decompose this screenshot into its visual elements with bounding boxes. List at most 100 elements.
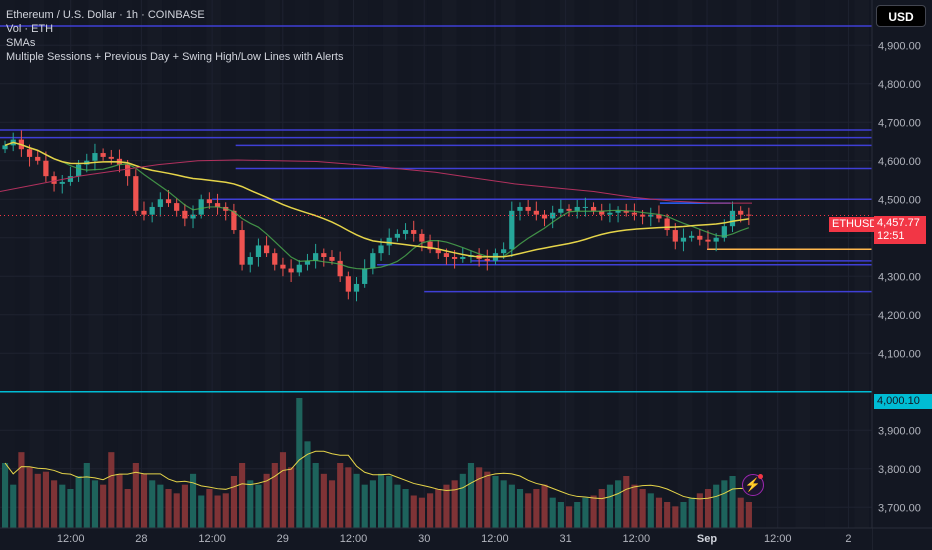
volume-bar [688, 497, 695, 528]
volume-bar [615, 480, 622, 528]
candle-body [689, 235, 695, 238]
volume-bar [492, 476, 499, 528]
candle-body [533, 210, 539, 215]
volume-bar [508, 484, 515, 528]
volume-bar [402, 489, 409, 528]
candle-body [313, 253, 319, 261]
candle-body [321, 253, 327, 257]
volume-bar [590, 495, 597, 528]
session-band [58, 0, 74, 528]
volume-bar [312, 463, 319, 528]
volume-bar [51, 480, 58, 528]
sessions-indicator-label[interactable]: Multiple Sessions + Previous Day + Swing… [6, 51, 344, 63]
volume-bar [443, 484, 450, 528]
session-band [206, 0, 221, 528]
volume-bar [239, 463, 246, 528]
volume-bar [525, 493, 532, 528]
candle-body [501, 249, 507, 254]
candle-body [190, 214, 196, 219]
volume-bar [345, 467, 352, 528]
volume-bar [655, 497, 663, 528]
volume-bar [418, 497, 425, 528]
volume-bar [729, 476, 736, 528]
volume-bar [83, 463, 90, 528]
volume-bar [737, 497, 744, 528]
volume-bar [288, 467, 295, 528]
price-tick-label: 4,900.00 [878, 40, 921, 52]
session-band [147, 0, 163, 528]
candle-body [75, 164, 82, 177]
time-tick-label: 12:00 [481, 533, 509, 545]
sma-indicator-label[interactable]: SMAs [6, 37, 36, 49]
candle-body [255, 245, 262, 257]
price-tick-label: 4,500.00 [878, 194, 921, 206]
candle-body [43, 160, 49, 177]
candle-body [182, 210, 188, 219]
volume-bar [410, 495, 417, 528]
session-band [294, 0, 310, 528]
volume-bar [664, 502, 671, 528]
candle-body [59, 181, 65, 184]
candle-body [67, 176, 74, 182]
candle-body [51, 176, 57, 184]
volume-indicator-label[interactable]: Vol · ETH [6, 23, 54, 35]
candle-body [664, 218, 670, 231]
candle-body [402, 230, 409, 234]
price-tick-label: 4,600.00 [878, 156, 921, 168]
time-tick-label: 12:00 [764, 533, 792, 545]
session-band [0, 0, 15, 528]
time-tick-label: Sep [697, 533, 717, 545]
candle-body [174, 203, 180, 211]
volume-bar [459, 473, 466, 528]
symbol-title[interactable]: Ethereum / U.S. Dollar · 1h · COINBASE [6, 9, 205, 21]
volume-bar [541, 484, 548, 528]
candle-body [623, 210, 629, 213]
candle-body [370, 253, 376, 269]
volume-bar [198, 495, 205, 528]
time-tick-label: 31 [559, 533, 571, 545]
volume-bar [680, 502, 687, 528]
session-band [176, 0, 192, 528]
candle-body [272, 253, 278, 265]
candle-body [566, 208, 572, 211]
candle-body [198, 199, 204, 215]
volume-bar [378, 473, 385, 528]
volume-bar [279, 452, 287, 528]
candle-body [656, 214, 662, 219]
volume-bar [427, 493, 434, 528]
volume-bar [631, 484, 638, 528]
volume-bar [2, 463, 9, 528]
volume-sma-line [4, 450, 749, 500]
volume-bar [745, 502, 752, 528]
candle-body [304, 260, 311, 265]
candle-body [680, 237, 687, 242]
volume-bar [500, 480, 507, 528]
candle-body [100, 153, 106, 157]
volume-bar [59, 484, 66, 528]
candle-body [558, 208, 564, 213]
time-tick-label: 30 [418, 533, 430, 545]
volume-bar [165, 489, 172, 528]
volume-bar [108, 452, 115, 528]
candle-body [615, 210, 621, 213]
lightning-icon[interactable]: ⚡ [742, 474, 764, 496]
currency-button[interactable]: USD [876, 5, 926, 27]
volume-bar [369, 480, 376, 528]
volume-bar [173, 493, 180, 528]
candle-body [525, 206, 531, 211]
sma-mid-line [4, 141, 749, 258]
volume-bar [696, 493, 703, 528]
session-band [117, 0, 133, 528]
candle-body [108, 156, 114, 159]
candle-body [125, 164, 131, 177]
candle-body [26, 149, 33, 157]
volume-bar [328, 480, 336, 528]
candle-body [599, 210, 605, 215]
volume-bar [337, 463, 344, 528]
candle-body [435, 249, 441, 254]
price-tick-label: 3,700.00 [878, 502, 921, 514]
candle-body [484, 258, 490, 261]
candle-body [263, 245, 270, 254]
